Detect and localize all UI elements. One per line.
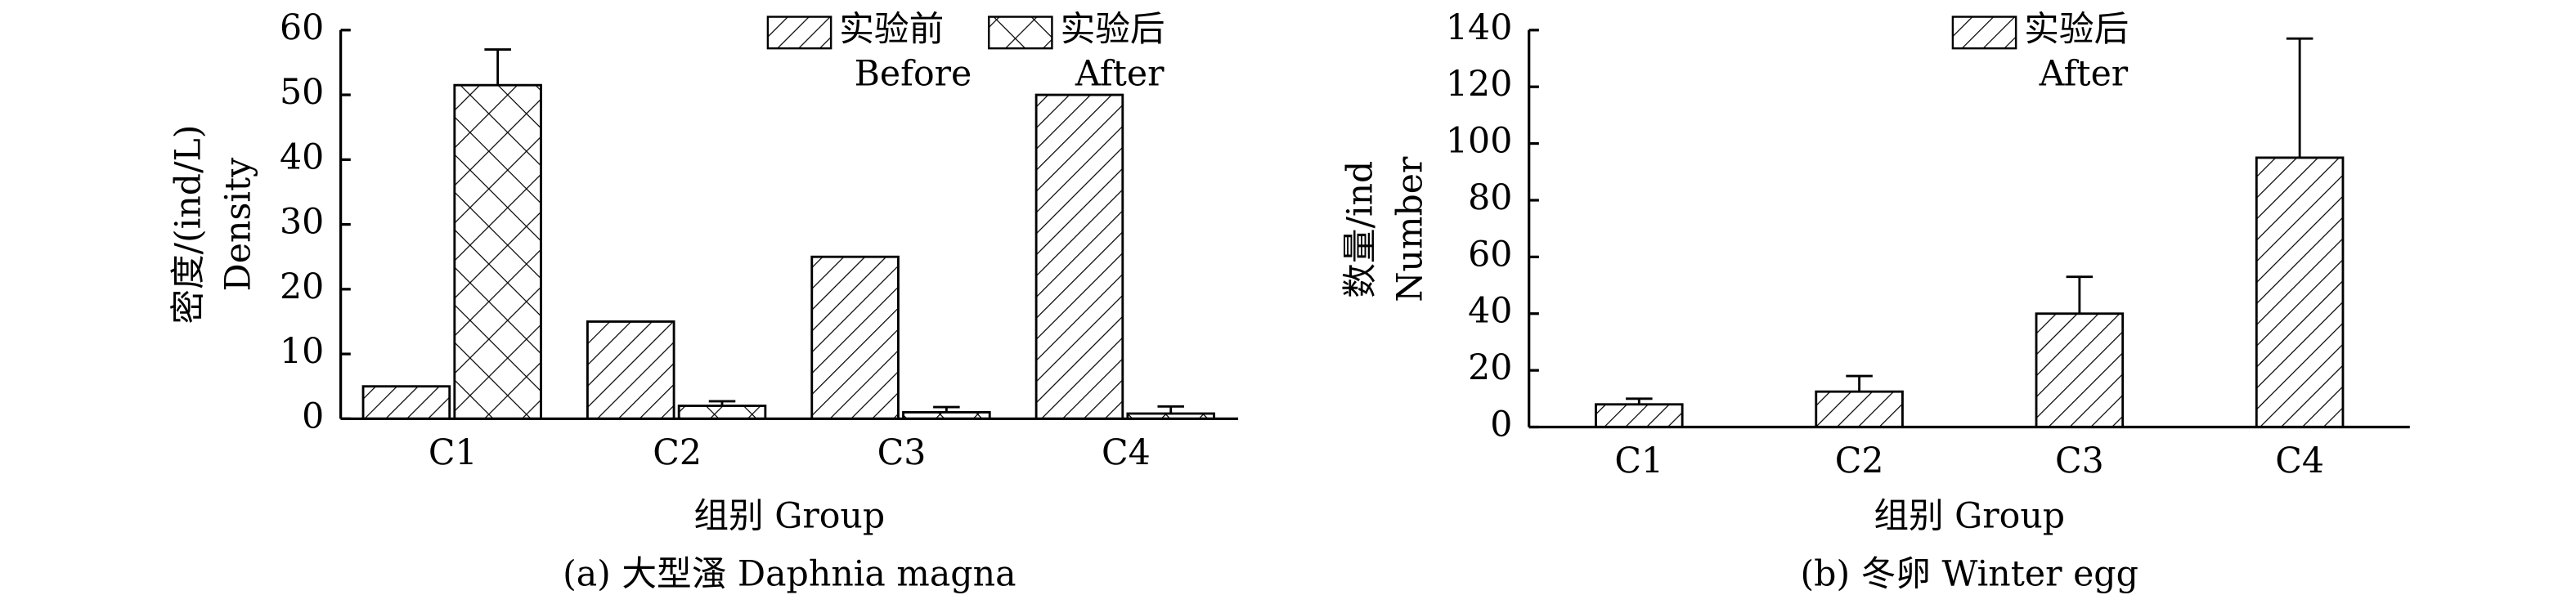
bar (1815, 390, 1904, 428)
error-bar (484, 48, 511, 86)
bar (453, 83, 542, 420)
chart-title: (b) 冬卵 Winter egg (1801, 553, 2138, 594)
y-tick-label: 20 (280, 266, 324, 307)
error-bar (1846, 374, 1873, 392)
error-bar (708, 400, 736, 406)
x-axis-label: 组别 Group (693, 495, 885, 536)
y-tick-label: 30 (280, 202, 324, 243)
y-tick-label: 10 (280, 331, 324, 372)
legend-line: After (2039, 54, 2129, 95)
legend-line: 实验前 (839, 9, 944, 50)
legend-line: Before (855, 54, 972, 95)
y-tick-label: 0 (302, 396, 324, 436)
x-tick-label: C4 (1102, 432, 1151, 473)
y-tick-label: 60 (1468, 234, 1512, 275)
x-tick-label: C2 (653, 432, 702, 473)
y-tick-label: 40 (1468, 291, 1512, 332)
error-bar (2066, 275, 2094, 314)
bar (677, 405, 767, 420)
error-bar (933, 405, 960, 413)
bar (2255, 156, 2345, 428)
y-tick-label: 50 (280, 72, 324, 113)
legend-label: 实验前 Before (839, 9, 972, 95)
y-tick-label: 80 (1468, 177, 1512, 218)
y-tick-label: 140 (1446, 7, 1512, 48)
legend-label: 实验后 After (1061, 9, 1165, 95)
y-tick-label: 0 (1490, 405, 1512, 445)
y-axis-label: 密度/(ind/L) (168, 125, 209, 324)
legend-swatch (1951, 16, 2017, 50)
x-tick-label: C1 (429, 432, 478, 473)
x-tick-label: C3 (2055, 441, 2104, 481)
x-tick-label: C3 (877, 432, 927, 473)
error-bar (2286, 37, 2313, 158)
bar (1595, 403, 1684, 428)
legend-label: 实验后 After (2024, 9, 2129, 95)
legend-swatch (987, 16, 1053, 50)
x-axis-label: 组别 Group (1874, 495, 2065, 536)
x-tick-label: C4 (2275, 441, 2324, 481)
y-tick-label: 100 (1446, 121, 1512, 162)
x-tick-label: C1 (1614, 441, 1663, 481)
bar (1034, 93, 1124, 420)
error-bar (1157, 405, 1184, 414)
x-tick-label: C2 (1835, 441, 1884, 481)
legend-line: After (1075, 54, 1165, 95)
legend-swatch (766, 16, 832, 50)
legend-line: 实验后 (1061, 9, 1165, 50)
y-tick-label: 20 (1468, 347, 1512, 388)
y-tick-label: 40 (280, 136, 324, 177)
legend-line: 实验后 (2024, 9, 2129, 50)
y-axis-label: Number (1389, 156, 1430, 302)
chart-title: (a) 大型溞 Daphnia magna (563, 553, 1016, 594)
y-axis-label: 数量/ind (1340, 161, 1380, 298)
y-tick-label: 120 (1446, 64, 1512, 105)
bar (810, 255, 900, 420)
y-axis-label: Density (218, 158, 259, 292)
bar (586, 320, 675, 420)
bar (361, 385, 451, 420)
y-tick-label: 60 (280, 7, 324, 48)
error-bar (1626, 397, 1653, 405)
bar (2035, 312, 2125, 428)
